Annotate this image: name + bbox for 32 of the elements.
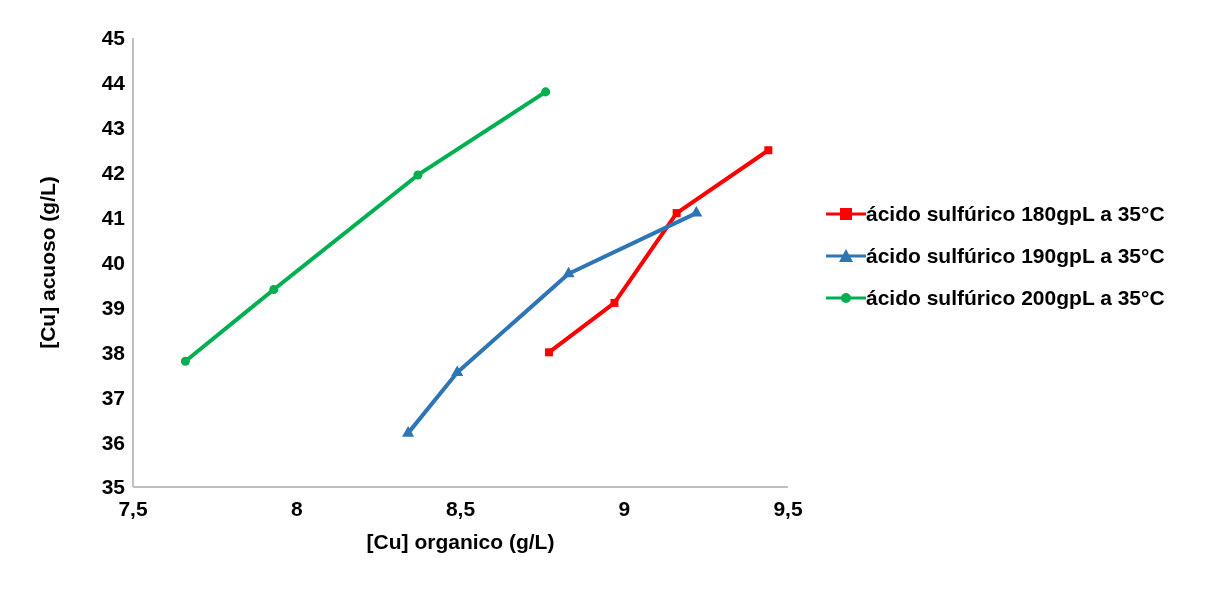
x-tick-label: 9,5 (773, 496, 803, 520)
point (562, 266, 575, 278)
legend-label: ácido sulfúrico 200gpL a 35°C (866, 285, 1166, 311)
y-tick-label: 41 (101, 206, 126, 230)
x-axis-title: [Cu] organico (g/L) (366, 530, 555, 553)
y-tick-label: 44 (101, 71, 126, 95)
x-tick-label: 7,5 (118, 496, 148, 520)
point (544, 348, 553, 357)
point (451, 365, 464, 377)
y-tick-label: 42 (101, 161, 125, 185)
legend-label: ácido sulfúrico 180gpL a 35°C (866, 201, 1166, 227)
y-tick-label: 35 (101, 475, 126, 499)
y-tick-label: 40 (101, 250, 125, 274)
point (764, 146, 773, 155)
point (402, 426, 415, 437)
y-tick-label: 37 (101, 385, 125, 409)
y-tick-label: 43 (101, 116, 125, 140)
x-tick-label: 8 (290, 496, 303, 520)
x-tick-label: 9 (618, 496, 631, 520)
legend-label: ácido sulfúrico 190gpL a 35°C (866, 243, 1166, 269)
point (269, 284, 279, 294)
point (672, 209, 681, 218)
y-tick-label: 36 (101, 430, 125, 454)
y-axis-title: [Cu] acuoso (g/L) (36, 176, 60, 349)
point (541, 87, 551, 97)
y-tick-label: 45 (101, 26, 126, 50)
x-tick-label: 8,5 (445, 496, 476, 520)
point (610, 298, 619, 307)
point (180, 356, 190, 366)
y-tick-label: 38 (101, 340, 126, 364)
point (413, 170, 423, 180)
y-tick-label: 39 (101, 295, 125, 319)
